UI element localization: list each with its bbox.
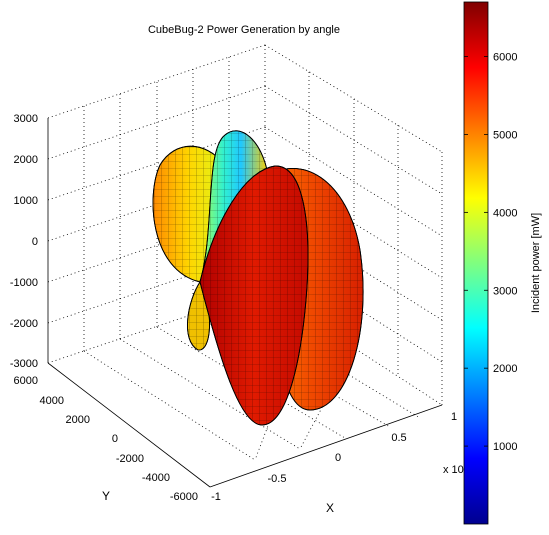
- y-tick: -2000: [116, 453, 144, 465]
- z-tick: -1000: [10, 277, 38, 289]
- chart-title: CubeBug-2 Power Generation by angle: [148, 24, 340, 36]
- x-axis-ticks: -1 -0.5 0 0.5 1: [211, 411, 457, 503]
- z-axis-ticks: 3000 2000 1000 0 -1000 -2000 -3000: [10, 113, 38, 370]
- x-tick: -1: [211, 491, 221, 503]
- x-tick: -0.5: [268, 473, 287, 485]
- colorbar-tick-label: 4000: [493, 207, 517, 219]
- colorbar: 6000 5000 4000 3000 2000 1000 Incident power …: [463, 1, 542, 525]
- colorbar-tick-label: 6000: [493, 52, 517, 64]
- y-tick: 0: [112, 433, 118, 445]
- y-tick: 4000: [40, 395, 64, 407]
- y-tick: -4000: [142, 472, 170, 484]
- z-tick: -3000: [10, 358, 38, 370]
- colorbar-tick-label: 3000: [493, 285, 517, 297]
- colorbar-tick-label: 2000: [493, 363, 517, 375]
- x-axis-label: X: [326, 501, 334, 515]
- colorbar-tick-label: 1000: [493, 441, 517, 453]
- colorbar-label: Incident power [mW]: [530, 213, 542, 313]
- x-tick: 0.5: [391, 432, 406, 444]
- y-tick: 2000: [66, 414, 90, 426]
- x-tick: 1: [451, 411, 457, 423]
- y-tick: -6000: [170, 491, 198, 503]
- y-axis-label: Y: [102, 489, 110, 503]
- lobe-front-left: [199, 165, 309, 426]
- z-tick: 1000: [14, 195, 38, 207]
- surface-plot: [152, 130, 364, 426]
- z-tick: 2000: [14, 154, 38, 166]
- colorbar-tick-label: 5000: [493, 129, 517, 141]
- z-tick: 3000: [14, 113, 38, 125]
- y-tick: 6000: [14, 375, 38, 387]
- z-tick: -2000: [10, 318, 38, 330]
- x-exponent-label: x 10: [443, 464, 464, 476]
- y-axis-ticks: 6000 4000 2000 0 -2000 -4000 -6000: [14, 375, 198, 503]
- z-tick: 0: [32, 236, 38, 248]
- x-tick: 0: [335, 452, 341, 464]
- colorbar-ticks: 6000 5000 4000 3000 2000 1000: [464, 52, 517, 453]
